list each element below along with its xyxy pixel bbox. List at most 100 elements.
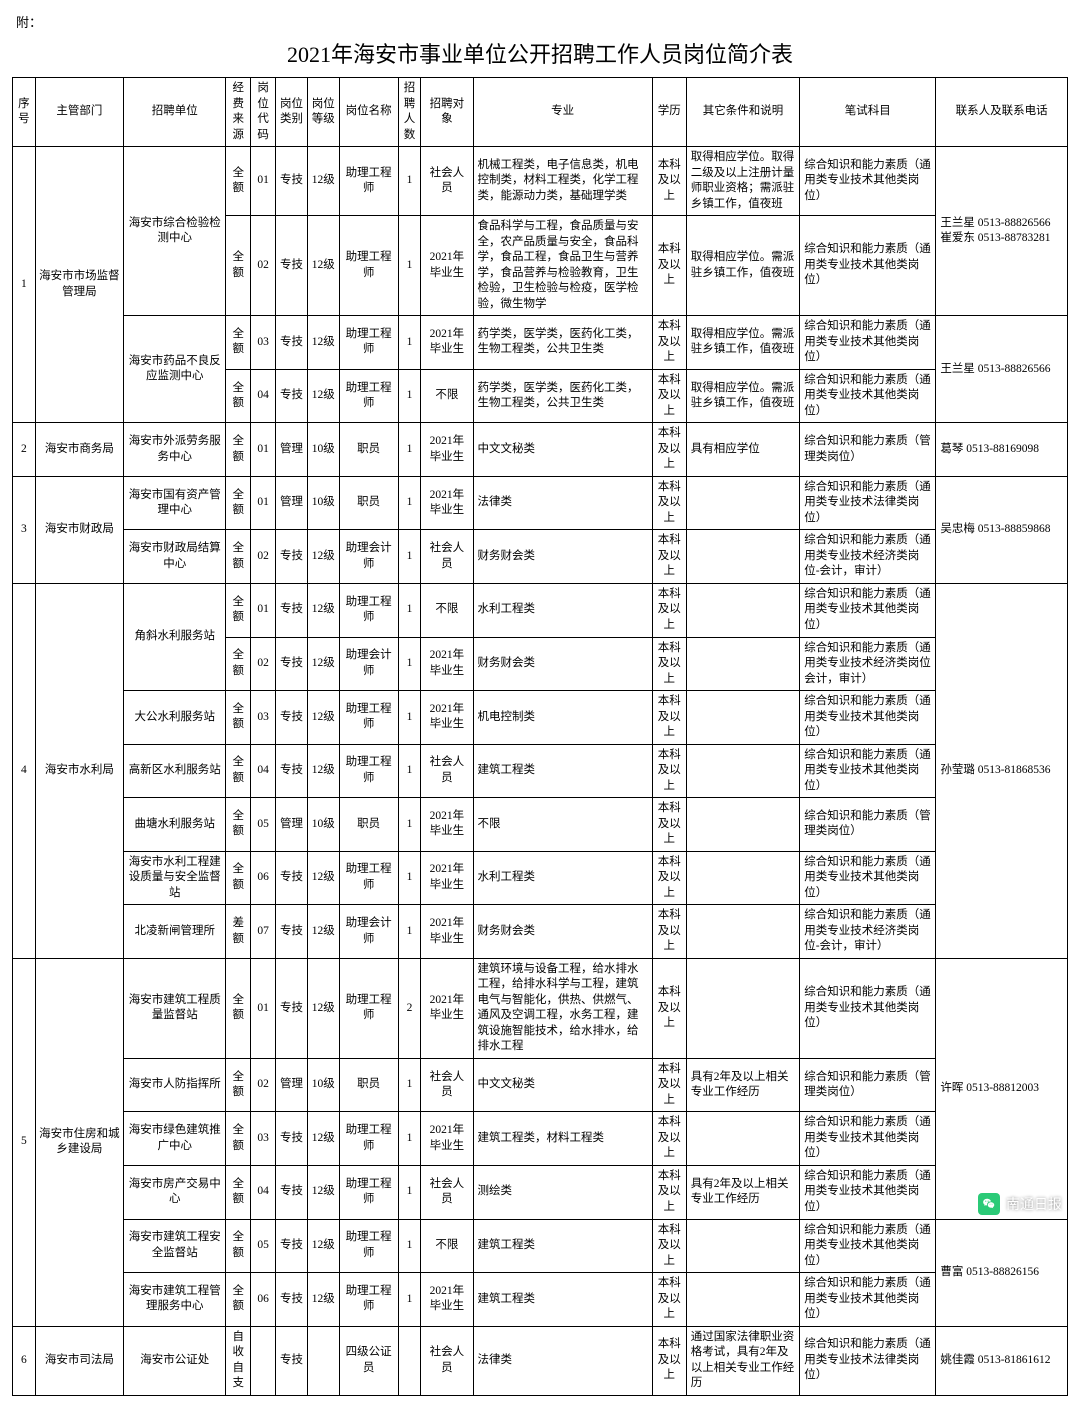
cell-num: 1: [398, 744, 421, 798]
table-row: 海安市财政局结算中心全额02专技12级助理会计师1社会人员财务财会类本科及以上综…: [13, 530, 1068, 584]
cell-other: 取得相应学位。需派驻乡镇工作，值夜班: [686, 369, 799, 423]
cell-major: 药学类，医学类，医药化工类，生物工程类，公共卫生类: [473, 369, 652, 423]
cell-unit: 海安市绿色建筑推广中心: [124, 1112, 226, 1166]
cell-target: 社会人员: [421, 1326, 473, 1395]
cell-num: 1: [398, 369, 421, 423]
cell-num: 1: [398, 423, 421, 477]
cell-contact: 葛琴 0513-88169098: [936, 423, 1068, 477]
table-row: 海安市房产交易中心全额04专技12级助理工程师1社会人员测绘类本科及以上具有2年…: [13, 1165, 1068, 1219]
cell-edu: 本科及以上: [652, 423, 686, 477]
cell-name: 助理工程师: [339, 1273, 398, 1327]
cell-cat: 专技: [276, 851, 308, 905]
cell-contact: 许晖 0513-88812003: [936, 958, 1068, 1219]
cell-target: 社会人员: [421, 147, 473, 216]
cell-cat: 管理: [276, 798, 308, 852]
cell-target: 2021年毕业生: [421, 637, 473, 691]
table-row: 1海安市市场监督管理局海安市综合检验检测中心全额01专技12级助理工程师1社会人…: [13, 147, 1068, 216]
table-row: 海安市建筑工程安全监督站全额05专技12级助理工程师1不限建筑工程类本科及以上综…: [13, 1219, 1068, 1273]
col-exam: 笔试科目: [800, 78, 936, 147]
table-row: 高新区水利服务站全额04专技12级助理工程师1社会人员建筑工程类本科及以上综合知…: [13, 744, 1068, 798]
cell-other: [686, 798, 799, 852]
cell-num: 1: [398, 691, 421, 745]
cell-target: 2021年毕业生: [421, 905, 473, 959]
cell-seq: 6: [13, 1326, 36, 1395]
cell-name: 职员: [339, 423, 398, 477]
cell-unit: 海安市药品不良反应监测中心: [124, 316, 226, 423]
cell-num: 1: [398, 583, 421, 637]
cell-edu: 本科及以上: [652, 216, 686, 316]
cell-edu: 本科及以上: [652, 316, 686, 370]
cell-name: 助理工程师: [339, 369, 398, 423]
cell-contact: 曹富 0513-88826156: [936, 1219, 1068, 1326]
cell-major: 测绘类: [473, 1165, 652, 1219]
cell-dept: 海安市市场监督管理局: [35, 147, 123, 423]
cell-other: 取得相应学位。需派驻乡镇工作，值夜班: [686, 216, 799, 316]
cell-target: 2021年毕业生: [421, 691, 473, 745]
cell-major: 食品科学与工程，食品质量与安全，农产品质量与安全，食品科学，食品工程，食品卫生与…: [473, 216, 652, 316]
col-code: 岗位代码: [251, 78, 276, 147]
cell-edu: 本科及以上: [652, 530, 686, 584]
table-row: 海安市建筑工程管理服务中心全额06专技12级助理工程师12021年毕业生建筑工程…: [13, 1273, 1068, 1327]
cell-exam: 综合知识和能力素质（通用类专业技术经济类岗位-会计，审计）: [800, 905, 936, 959]
cell-contact: 孙莹璐 0513-81868536: [936, 583, 1068, 958]
cell-cat: 专技: [276, 369, 308, 423]
cell-num: 1: [398, 1219, 421, 1273]
cell-exam: 综合知识和能力素质（通用类专业技术其他类岗位）: [800, 216, 936, 316]
cell-grade: 10级: [307, 1058, 339, 1112]
cell-target: 社会人员: [421, 744, 473, 798]
cell-fund: 全额: [226, 958, 251, 1058]
cell-edu: 本科及以上: [652, 637, 686, 691]
cell-fund: 全额: [226, 744, 251, 798]
cell-grade: 10级: [307, 798, 339, 852]
cell-exam: 综合知识和能力素质（通用类专业技术其他类岗位）: [800, 1219, 936, 1273]
cell-edu: 本科及以上: [652, 1273, 686, 1327]
cell-fund: 自收自支: [226, 1326, 251, 1395]
cell-exam: 综合知识和能力素质（通用类专业技术其他类岗位）: [800, 369, 936, 423]
cell-other: [686, 1273, 799, 1327]
cell-target: 2021年毕业生: [421, 216, 473, 316]
cell-fund: 全额: [226, 1112, 251, 1166]
cell-fund: 全额: [226, 147, 251, 216]
cell-grade: 12级: [307, 216, 339, 316]
table-row: 海安市水利工程建设质量与安全监督站全额06专技12级助理工程师12021年毕业生…: [13, 851, 1068, 905]
cell-cat: 专技: [276, 744, 308, 798]
cell-cat: 专技: [276, 637, 308, 691]
cell-fund: 全额: [226, 851, 251, 905]
cell-other: [686, 905, 799, 959]
cell-major: 财务财会类: [473, 530, 652, 584]
cell-exam: 综合知识和能力素质（通用类专业技术其他类岗位）: [800, 583, 936, 637]
cell-exam: 综合知识和能力素质（通用类专业技术其他类岗位）: [800, 147, 936, 216]
table-row: 4海安市水利局角斜水利服务站全额01专技12级助理工程师1不限水利工程类本科及以…: [13, 583, 1068, 637]
cell-edu: 本科及以上: [652, 147, 686, 216]
cell-dept: 海安市商务局: [35, 423, 123, 477]
cell-target: 2021年毕业生: [421, 851, 473, 905]
cell-other: [686, 1219, 799, 1273]
cell-fund: 差额: [226, 905, 251, 959]
cell-fund: 全额: [226, 369, 251, 423]
cell-major: 药学类，医学类，医药化工类，生物工程类，公共卫生类: [473, 316, 652, 370]
cell-cat: 管理: [276, 423, 308, 477]
cell-name: 四级公证员: [339, 1326, 398, 1395]
cell-major: 建筑工程类: [473, 1273, 652, 1327]
cell-cat: 专技: [276, 691, 308, 745]
cell-code: 03: [251, 1112, 276, 1166]
cell-unit: 海安市公证处: [124, 1326, 226, 1395]
cell-name: 助理工程师: [339, 744, 398, 798]
cell-code: 04: [251, 369, 276, 423]
cell-major: 财务财会类: [473, 905, 652, 959]
cell-code: 01: [251, 423, 276, 477]
cell-unit: 海安市综合检验检测中心: [124, 147, 226, 316]
cell-target: 2021年毕业生: [421, 316, 473, 370]
cell-unit: 大公水利服务站: [124, 691, 226, 745]
cell-seq: 5: [13, 958, 36, 1326]
cell-num: 1: [398, 316, 421, 370]
cell-major: 水利工程类: [473, 583, 652, 637]
cell-edu: 本科及以上: [652, 1219, 686, 1273]
cell-name: 职员: [339, 476, 398, 530]
cell-major: 机械工程类，电子信息类，机电控制类，材料工程类，化学工程类，能源动力类，基础理学…: [473, 147, 652, 216]
cell-name: 职员: [339, 798, 398, 852]
cell-exam: 综合知识和能力素质（通用类专业技术其他类岗位）: [800, 1273, 936, 1327]
cell-grade: 12级: [307, 147, 339, 216]
cell-num: 2: [398, 958, 421, 1058]
positions-table: 序号主管部门招聘单位经费来源岗位代码岗位类别岗位等级岗位名称招聘人数招聘对象专业…: [12, 77, 1068, 1396]
